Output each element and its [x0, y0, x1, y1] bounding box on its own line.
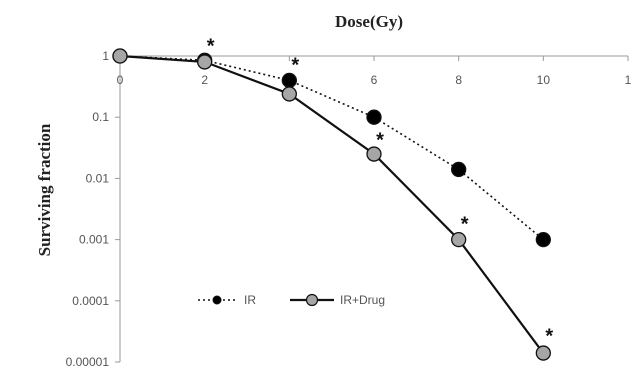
x-tick-label: 2 [201, 73, 208, 87]
ir-series-line [119, 55, 544, 241]
significance-star: * [461, 214, 469, 236]
ir-drug-series-line [119, 54, 545, 354]
y-axis-label: Surviving fraction [35, 123, 54, 256]
series-lines [119, 54, 545, 354]
significance-star: * [207, 35, 215, 57]
significance-star: * [545, 326, 553, 348]
x-tick-label: 8 [455, 73, 462, 87]
x-tick-label: 6 [371, 73, 378, 87]
ir-data-point [535, 231, 551, 248]
x-tick-label: 0 [117, 73, 124, 87]
significance-annotations: * * * * * [207, 35, 554, 347]
y-tick-label: 0.01 [86, 171, 110, 185]
significance-star: * [376, 129, 384, 151]
y-tick-label: 0.0001 [72, 294, 109, 308]
legend-ir-drug-marker [305, 293, 319, 307]
legend-ir-drug-label: IR+Drug [340, 293, 385, 307]
significance-star: * [291, 55, 299, 77]
legend-ir-label: IR [244, 293, 256, 307]
x-tick-label: 1 [625, 73, 632, 87]
x-tick-label: 10 [537, 73, 551, 87]
y-tick-label: 0.1 [92, 110, 109, 124]
series-markers [112, 48, 551, 361]
legend: IR IR+Drug [198, 293, 385, 307]
ir-drug-data-point [112, 48, 128, 64]
legend-ir-marker [212, 295, 222, 305]
ir-drug-data-point [366, 146, 382, 162]
y-tick-label: 0.00001 [66, 355, 110, 368]
y-tick-label: 0.001 [79, 233, 109, 247]
ir-data-point [366, 109, 382, 125]
chart-title: Dose(Gy) [335, 12, 403, 31]
ir-drug-data-point [281, 86, 297, 102]
y-tick-label: 1 [102, 49, 109, 63]
ir-drug-data-point [197, 54, 213, 70]
ir-drug-data-point [535, 345, 551, 361]
ir-data-point [451, 161, 467, 178]
ir-drug-data-point [451, 231, 467, 248]
